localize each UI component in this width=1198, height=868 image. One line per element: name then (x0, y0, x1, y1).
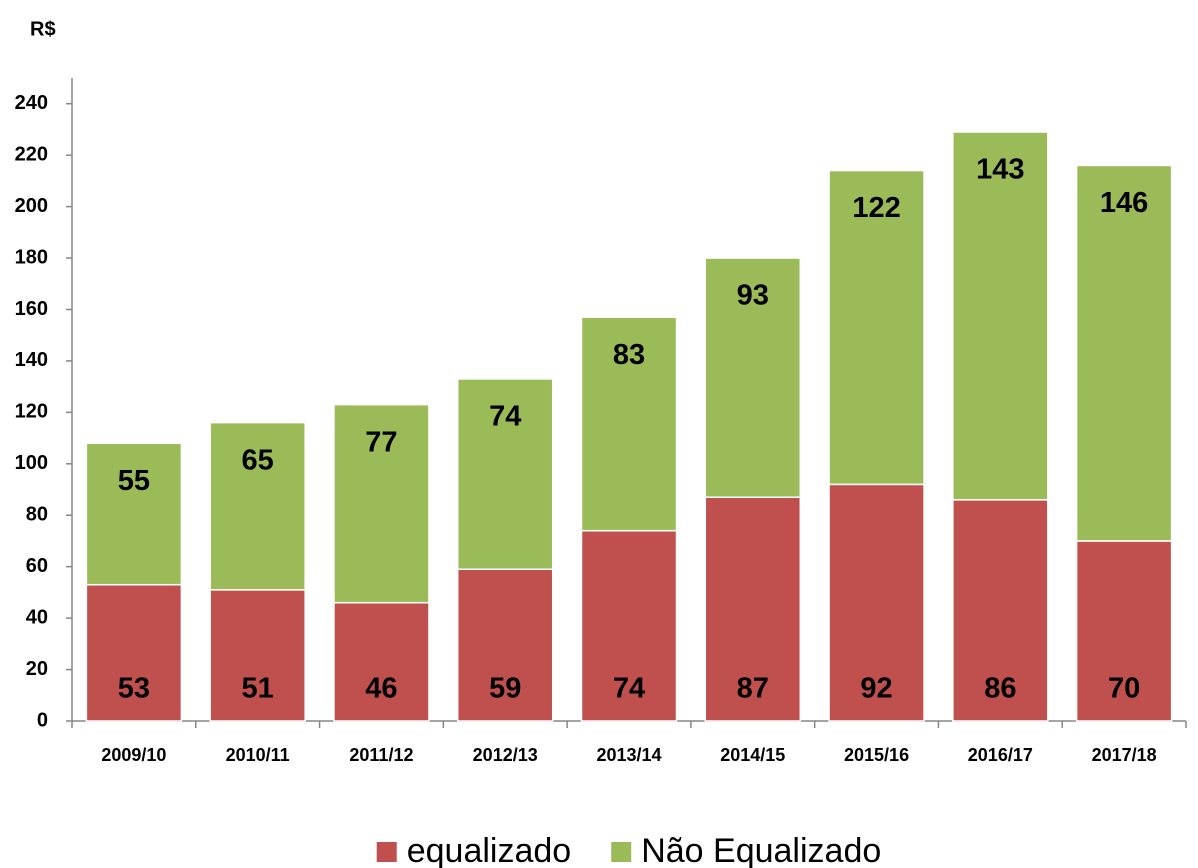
y-tick-label: 120 (15, 401, 48, 423)
bar-segment (333, 601, 430, 722)
data-label: 65 (242, 444, 274, 476)
y-tick-label: 60 (26, 555, 48, 577)
y-tick-label: 160 (15, 298, 48, 320)
bar-segment (333, 403, 430, 604)
bar-segment (85, 442, 183, 586)
bar-segment (1075, 540, 1173, 722)
legend-swatch (611, 842, 632, 862)
x-tick-label: 2017/18 (1092, 745, 1157, 765)
x-tick-label: 2014/15 (720, 745, 785, 765)
bar-segment (952, 131, 1049, 501)
bar-segment (580, 529, 678, 722)
bar-segment (456, 378, 554, 571)
x-tick-label: 2011/12 (349, 745, 413, 765)
y-tick-label: 140 (15, 349, 48, 371)
data-label: 74 (613, 673, 645, 705)
data-label: 146 (1100, 187, 1148, 219)
data-label: 51 (242, 673, 274, 705)
x-tick-label: 2012/13 (473, 745, 538, 765)
y-axis-label: R$ (30, 18, 56, 40)
data-label: 74 (489, 401, 521, 433)
data-label: 93 (737, 280, 769, 312)
data-label: 53 (118, 673, 150, 705)
x-tick-label: 2010/11 (226, 745, 290, 765)
bar-segment (456, 568, 554, 722)
y-tick-label: 20 (26, 658, 48, 680)
legend-swatch (376, 842, 397, 862)
bar-segment (1075, 164, 1173, 542)
data-label: 86 (984, 673, 1016, 705)
data-label: 143 (976, 154, 1024, 186)
y-tick-label: 180 (15, 246, 48, 268)
bar-segment (952, 499, 1049, 722)
y-tick-label: 200 (15, 195, 48, 217)
data-label: 46 (365, 673, 397, 705)
y-tick-label: 220 (15, 143, 48, 165)
data-label: 83 (613, 339, 645, 371)
x-tick-label: 2013/14 (596, 745, 661, 765)
bar-segment (580, 316, 678, 532)
y-tick-label: 80 (26, 504, 48, 526)
data-label: 70 (1108, 673, 1140, 705)
x-tick-label: 2016/17 (968, 745, 1033, 765)
y-tick-label: 0 (37, 709, 48, 731)
bar-segment (828, 483, 925, 722)
data-label: 122 (852, 192, 900, 224)
y-tick-label: 240 (15, 92, 48, 114)
legend-label: equalizado (407, 832, 571, 868)
bar-segment (704, 257, 802, 498)
y-tick-label: 100 (15, 452, 48, 474)
bar-segment (828, 169, 925, 486)
bar-segment (209, 421, 306, 591)
legend-label: Não Equalizado (641, 832, 881, 868)
y-tick-label: 40 (26, 606, 48, 628)
data-label: 59 (489, 673, 521, 705)
data-label: 87 (737, 673, 769, 705)
x-tick-label: 2009/10 (101, 745, 166, 765)
data-label: 77 (365, 426, 397, 458)
bar-segment (704, 496, 802, 722)
bar-segment (209, 589, 306, 722)
data-label: 92 (860, 673, 892, 705)
x-tick-label: 2015/16 (844, 745, 909, 765)
data-label: 55 (118, 465, 150, 497)
